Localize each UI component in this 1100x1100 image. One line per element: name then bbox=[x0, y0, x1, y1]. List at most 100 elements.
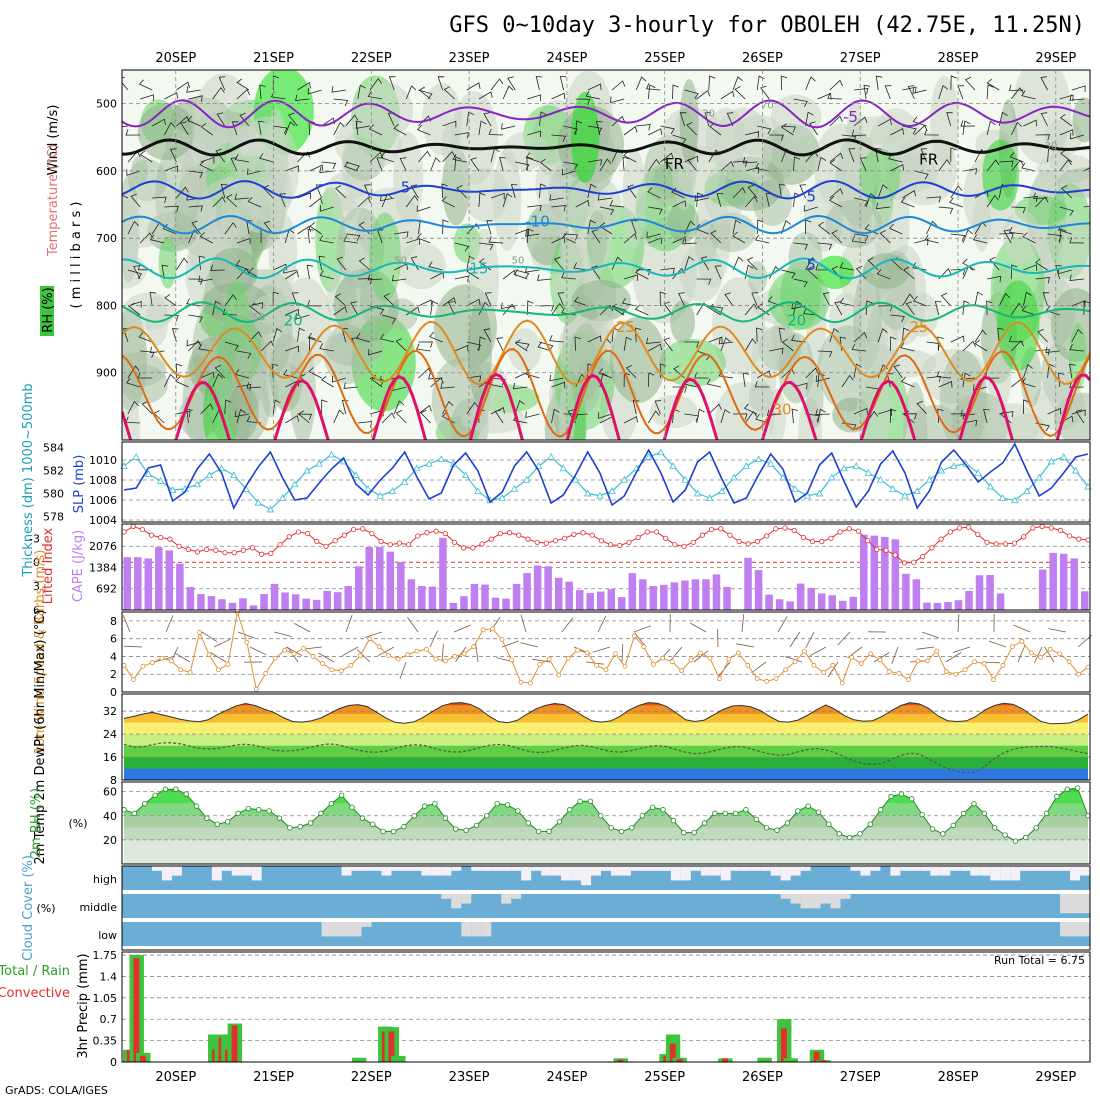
wind-speed-point bbox=[197, 630, 203, 635]
wind-barb bbox=[418, 150, 431, 163]
wind-barb bbox=[343, 235, 358, 244]
wind-barb bbox=[623, 415, 638, 424]
wind-barb bbox=[502, 85, 514, 100]
thickness-point bbox=[791, 485, 799, 492]
cloud-cover-bar bbox=[541, 866, 552, 876]
wind-barb bbox=[815, 264, 830, 271]
wind-barb bbox=[839, 297, 855, 307]
wind-speed-point bbox=[1057, 651, 1063, 657]
wind-barb bbox=[418, 299, 433, 307]
precip-convective-bar bbox=[617, 1059, 624, 1062]
wind-barb bbox=[502, 192, 513, 208]
rh-point bbox=[950, 822, 956, 829]
pressure-tick-label: 500 bbox=[96, 98, 117, 111]
wind-speed-point bbox=[376, 644, 382, 650]
wind-barb bbox=[648, 128, 662, 136]
wind-speed-point bbox=[414, 648, 420, 654]
cloud-cover-bar bbox=[790, 866, 801, 876]
wind-speed-point bbox=[896, 670, 902, 676]
wind-barb bbox=[743, 403, 758, 415]
cape-bar bbox=[333, 592, 342, 610]
cape-bar bbox=[186, 586, 195, 610]
thickness-point bbox=[852, 462, 860, 469]
wind-barb bbox=[634, 304, 649, 316]
cloud-layer-label: low bbox=[98, 929, 117, 942]
cloud-cover-bar bbox=[491, 866, 502, 871]
wind-barb bbox=[249, 302, 262, 316]
wind-barb bbox=[152, 118, 166, 127]
cloud-cover-bar bbox=[371, 866, 382, 871]
cloud-cover-bar bbox=[381, 866, 392, 876]
wind-barb bbox=[285, 415, 299, 424]
wind-barb bbox=[621, 297, 637, 307]
wind-barb bbox=[874, 147, 882, 163]
wind-barb bbox=[781, 123, 794, 136]
cape-bar bbox=[912, 579, 921, 610]
wind-barb bbox=[827, 92, 842, 100]
bottom-date-label: 25SEP bbox=[644, 1070, 685, 1085]
upper-air-panel: -5 FR FR 5 5 -10 15 5 20 20 25 25 30 50 50 50 70 30 30 500… bbox=[40, 69, 1091, 441]
wind-barb bbox=[214, 365, 226, 379]
precip-total-bar bbox=[757, 1057, 772, 1062]
wind-barb bbox=[805, 111, 814, 127]
wind-barb bbox=[126, 377, 141, 388]
cape-bar bbox=[596, 591, 605, 610]
rh-point bbox=[826, 821, 832, 827]
thickness-tick-label: 578 bbox=[43, 510, 64, 523]
cape-bar bbox=[354, 566, 363, 610]
wind-barb bbox=[964, 76, 976, 91]
cloud-cover-bar bbox=[870, 866, 881, 871]
wind-barb bbox=[1058, 372, 1065, 388]
cape-bar bbox=[123, 557, 132, 610]
wind-barb bbox=[907, 85, 915, 100]
top-date-label: 28SEP bbox=[938, 51, 979, 66]
wind-barb bbox=[627, 184, 637, 199]
rh-point bbox=[390, 828, 397, 835]
wind-barb bbox=[645, 337, 661, 344]
top-date-axis: 20SEP 21SEP 22SEP 23SEP 24SEP 25SEP 26SEP 27SEP… bbox=[155, 51, 1076, 66]
wind-barb bbox=[499, 156, 506, 172]
wind-barb bbox=[478, 120, 487, 136]
wind-barb bbox=[335, 185, 347, 199]
contour-label: 20 bbox=[787, 311, 806, 329]
cloud-cover-bar bbox=[451, 866, 462, 871]
rh-point bbox=[556, 819, 563, 825]
wind-barb bbox=[235, 260, 250, 271]
wind-barb bbox=[1010, 87, 1024, 100]
slp-label: SLP (mb) bbox=[72, 455, 87, 514]
bottom-date-label: 29SEP bbox=[1035, 1070, 1076, 1085]
wind-barb-10m bbox=[123, 645, 143, 648]
bottom-date-label: 26SEP bbox=[742, 1070, 783, 1085]
wind-barb bbox=[983, 408, 990, 424]
lifted-index-point bbox=[736, 538, 742, 545]
wind-barb bbox=[551, 134, 566, 142]
rh-point bbox=[649, 804, 656, 811]
wind-barb bbox=[648, 343, 662, 352]
wind-barb bbox=[149, 291, 157, 307]
lifted-index-point bbox=[1057, 527, 1064, 533]
wind-barb bbox=[853, 233, 869, 242]
wind-barb bbox=[1023, 364, 1033, 379]
wind-barb bbox=[309, 164, 324, 172]
cloud-cover-bar bbox=[610, 866, 621, 876]
thickness-point bbox=[205, 471, 214, 479]
precip-panel: 0 0.35 0.7 1.05 1.4 1.75 Total / Rain Convect… bbox=[0, 949, 1091, 1069]
rh-point bbox=[504, 802, 511, 808]
lifted-index-point bbox=[938, 536, 944, 542]
wind-barb-10m bbox=[210, 652, 227, 663]
wind-barb bbox=[902, 293, 914, 307]
rh-shade-blob bbox=[128, 159, 168, 202]
thickness-point bbox=[986, 482, 995, 490]
wind-barb bbox=[659, 291, 667, 307]
cape-bar bbox=[1059, 553, 1068, 610]
wind-barb bbox=[684, 89, 699, 99]
wind-barb bbox=[767, 296, 782, 307]
wind-barb bbox=[912, 116, 927, 127]
cloud-cover-bar bbox=[950, 866, 961, 871]
cape-bar bbox=[491, 597, 500, 610]
wind-barb bbox=[890, 314, 905, 323]
rh-point bbox=[1002, 832, 1008, 838]
contour-label: -5 bbox=[843, 108, 858, 126]
wind-speed-point bbox=[1047, 646, 1053, 652]
lifted-index-point bbox=[213, 547, 219, 553]
